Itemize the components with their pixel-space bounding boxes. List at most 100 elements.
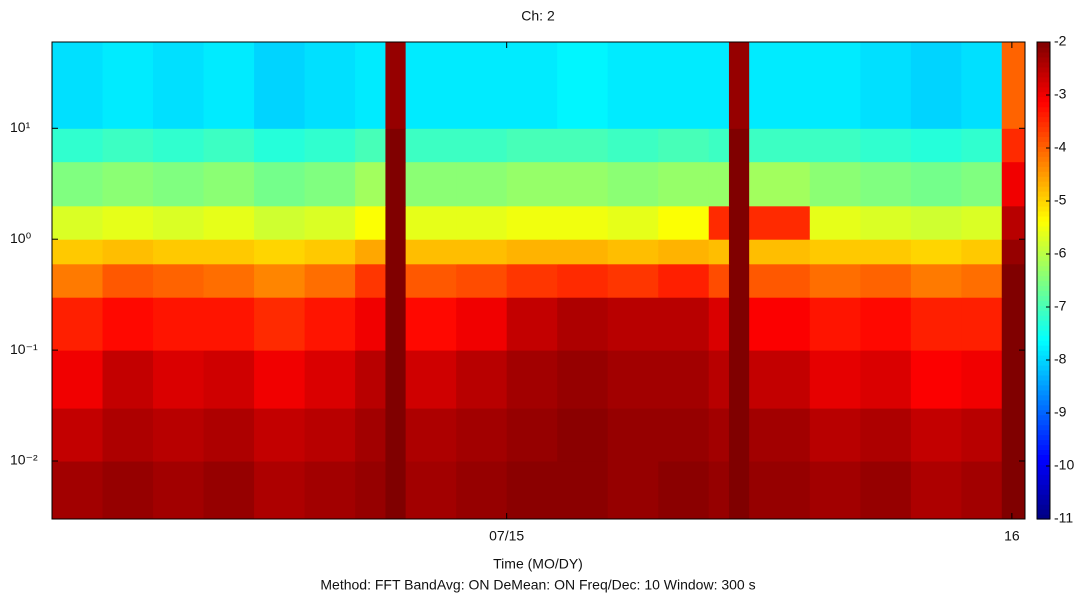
heatmap-cell <box>910 239 962 265</box>
heatmap-cell <box>557 161 609 207</box>
colorbar-swatch <box>1037 325 1050 331</box>
colorbar-tick-label: -11 <box>1054 510 1073 526</box>
colorbar-swatch <box>1037 260 1050 267</box>
heatmap-cell <box>456 205 508 240</box>
axes: 10⁻² 10⁻¹ 10⁰ 10¹ 07/15 16 -2 -3 -4 -5 -6 -7 -8 -9 -10… <box>10 33 1074 544</box>
colorbar-swatch <box>1037 201 1050 207</box>
colorbar-swatch <box>1037 469 1050 475</box>
heatmap-cell <box>1001 297 1026 351</box>
heatmap-cell <box>304 350 356 409</box>
colorbar-swatch <box>1037 191 1050 197</box>
heatmap-cell <box>506 205 558 240</box>
heatmap-cell <box>506 161 558 207</box>
heatmap-cell <box>809 350 861 409</box>
heatmap-cell <box>102 161 154 207</box>
heatmap-cell <box>860 161 912 207</box>
heatmap-cell <box>557 42 609 129</box>
heatmap-cell <box>910 350 962 409</box>
heatmap-cell <box>809 461 861 520</box>
colorbar-swatch <box>1037 315 1050 321</box>
colorbar-swatch <box>1037 250 1050 257</box>
colorbar-tick-label: -3 <box>1054 86 1067 102</box>
colorbar-tick-label: -9 <box>1054 404 1067 420</box>
colorbar-swatch <box>1037 225 1050 232</box>
heatmap-cell <box>153 239 205 265</box>
heatmap-cell <box>355 350 386 409</box>
heatmap-cell <box>405 350 457 409</box>
heatmap-cell <box>910 408 962 462</box>
heatmap-cell <box>52 42 104 129</box>
colorbar-swatch <box>1037 444 1050 451</box>
heatmap-cell <box>658 128 710 163</box>
colorbar-swatch <box>1037 76 1050 83</box>
colorbar-swatch <box>1037 355 1050 361</box>
heatmap-cell <box>254 42 306 129</box>
heatmap <box>52 42 1026 520</box>
colorbar-swatch <box>1037 434 1050 441</box>
colorbar-tick-label: -7 <box>1054 298 1067 314</box>
heatmap-cell <box>910 42 962 129</box>
heatmap-cell <box>607 161 659 207</box>
heatmap-cell <box>52 161 104 207</box>
colorbar-swatch <box>1037 424 1050 431</box>
heatmap-cell <box>203 205 255 240</box>
heatmap-cell <box>153 461 205 520</box>
heatmap-cell <box>658 350 710 409</box>
colorbar-swatch <box>1037 255 1050 262</box>
colorbar-swatch <box>1037 275 1050 282</box>
colorbar-swatch <box>1037 514 1050 520</box>
colorbar-swatch <box>1037 146 1050 152</box>
heatmap-cell <box>456 239 508 265</box>
heatmap-cell <box>728 42 750 129</box>
chart-title: Ch: 2 <box>521 8 555 24</box>
heatmap-cell <box>961 128 1003 163</box>
heatmap-cell <box>809 263 861 298</box>
heatmap-cell <box>153 161 205 207</box>
heatmap-cell <box>254 205 306 240</box>
heatmap-cell <box>153 42 205 129</box>
heatmap-cell <box>254 350 306 409</box>
heatmap-cell <box>254 461 306 520</box>
heatmap-cell <box>557 350 609 409</box>
heatmap-cell <box>961 42 1003 129</box>
heatmap-cell <box>557 205 609 240</box>
heatmap-cell <box>658 297 710 351</box>
colorbar-swatch <box>1037 414 1050 421</box>
heatmap-cell <box>506 42 558 129</box>
heatmap-cell <box>385 42 407 129</box>
heatmap-cell <box>385 461 407 520</box>
colorbar-swatch <box>1037 71 1050 78</box>
colorbar-tick-label: -10 <box>1054 457 1074 473</box>
plot-frame <box>51 41 1026 520</box>
colorbar-swatch <box>1037 220 1050 227</box>
heatmap-cell <box>52 461 104 520</box>
heatmap-cell <box>910 297 962 351</box>
heatmap-cell <box>708 408 730 462</box>
colorbar-swatch <box>1037 235 1050 242</box>
heatmap-cell <box>304 42 356 129</box>
heatmap-cell <box>405 263 457 298</box>
heatmap-cell <box>405 205 457 240</box>
heatmap-cell <box>102 42 154 129</box>
colorbar-swatch <box>1037 81 1050 88</box>
heatmap-cell <box>355 297 386 351</box>
colorbar-swatch <box>1037 330 1050 336</box>
colorbar-swatch <box>1037 484 1050 490</box>
colorbar-swatch <box>1037 300 1050 306</box>
heatmap-cell <box>961 297 1003 351</box>
heatmap-cell <box>102 128 154 163</box>
heatmap-cell <box>809 161 861 207</box>
heatmap-cell <box>728 263 750 298</box>
heatmap-cell <box>658 263 710 298</box>
heatmap-cell <box>860 297 912 351</box>
colorbar-swatch <box>1037 409 1050 416</box>
heatmap-cell <box>557 461 609 520</box>
heatmap-cell <box>385 161 407 207</box>
heatmap-cell <box>749 263 811 298</box>
heatmap-cell <box>860 461 912 520</box>
heatmap-cell <box>708 297 730 351</box>
colorbar-swatch <box>1037 509 1050 515</box>
colorbar-swatch <box>1037 290 1050 297</box>
heatmap-cell <box>203 42 255 129</box>
colorbar-swatch <box>1037 280 1050 287</box>
